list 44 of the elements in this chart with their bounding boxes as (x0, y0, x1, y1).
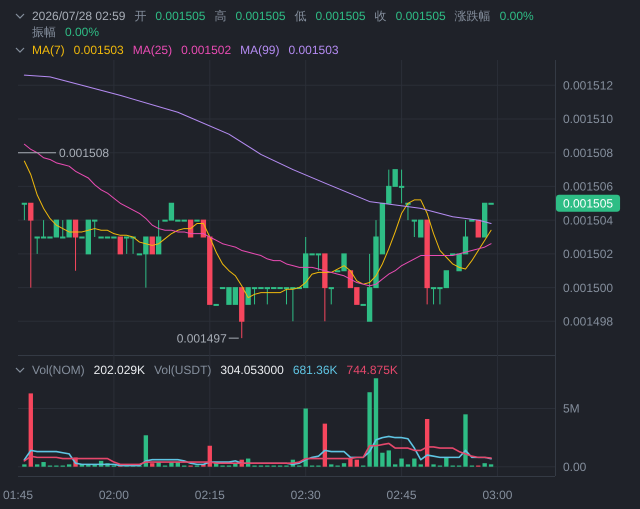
x-tick-label: 01:45 (2, 488, 34, 502)
annotation: 202.029K (94, 363, 146, 378)
text: 振幅 (32, 25, 56, 40)
text: 高 (214, 9, 226, 24)
text: MA(99) (240, 43, 280, 58)
text: 0.001505 (235, 9, 286, 24)
ref-line-label: 0.001508 (59, 146, 110, 160)
y-tick-label: 0.001512 (563, 78, 614, 92)
y-tick-label: 0.001510 (563, 112, 614, 126)
text: 涨跌幅 (454, 9, 491, 24)
y-tick-label: 0.001508 (563, 146, 614, 160)
annotation: 744.875K (346, 363, 398, 378)
text: 开 (134, 9, 146, 24)
x-tick-label: 02:30 (290, 488, 322, 502)
y-tick-label: 0.001506 (563, 180, 614, 194)
text: 0.00% (65, 25, 100, 40)
text: 低 (294, 9, 307, 24)
annotation: 304.053000 (220, 363, 284, 378)
text: 0.001505 (396, 9, 446, 24)
y-tick-label: 0.00 (563, 460, 587, 474)
text: MA(25) (132, 43, 172, 58)
y-tick-label: 0.001498 (563, 314, 614, 328)
text: 0.001505 (563, 196, 614, 210)
annotation: Vol(USDT) (154, 363, 212, 378)
annotation: 681.36K (292, 363, 338, 378)
text: 0.001505 (155, 9, 206, 24)
x-tick-label: 02:15 (194, 488, 226, 502)
text: 0.001505 (316, 9, 366, 24)
text: 0.001503 (288, 43, 339, 58)
text: 0.00% (500, 9, 534, 24)
y-tick-label: 0.001504 (563, 213, 614, 228)
x-tick-label: 03:00 (482, 488, 513, 502)
text: 0.001503 (74, 43, 124, 58)
text: MA(7) (32, 43, 65, 58)
annotation: 0.001497 (176, 331, 228, 346)
x-tick-label: 02:45 (386, 488, 417, 502)
y-tick-label: 0.001502 (563, 247, 614, 262)
y-tick-label: 0.001500 (563, 280, 614, 295)
y-tick-label: 5M (563, 402, 580, 416)
text: 0.001502 (181, 43, 232, 58)
text: 收 (374, 9, 387, 24)
x-tick-label: 02:00 (98, 488, 130, 502)
text: 2026/07/28 02:59 (32, 9, 126, 24)
annotation: Vol(NOM) (32, 363, 85, 378)
